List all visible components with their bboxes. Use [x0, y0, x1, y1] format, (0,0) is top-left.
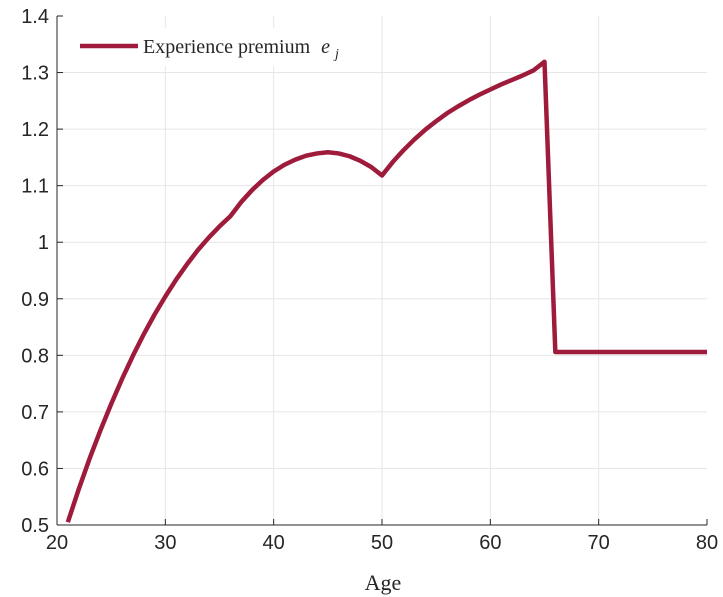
x-axis-label: Age [365, 570, 402, 595]
y-tick-label: 1.1 [21, 176, 49, 198]
x-tick-label: 40 [263, 532, 285, 554]
x-axis-ticks: 20 30 40 50 60 70 80 [46, 519, 718, 554]
x-tick-label: 20 [46, 532, 68, 554]
y-tick-label: 0.9 [21, 289, 49, 311]
x-tick-label: 70 [588, 532, 610, 554]
y-tick-label: 0.6 [21, 458, 49, 480]
grid [57, 16, 707, 525]
legend-series-name: Experience premium [143, 36, 311, 58]
legend-symbol: e [321, 36, 330, 58]
y-tick-label: 1.2 [21, 119, 49, 141]
x-tick-label: 60 [479, 532, 501, 554]
legend-label: Experience premium e j [143, 36, 339, 62]
y-tick-label: 1.4 [21, 6, 49, 28]
series-line [65, 59, 707, 523]
y-tick-label: 0.5 [21, 515, 49, 537]
x-tick-label: 50 [371, 532, 393, 554]
y-tick-label: 0.8 [21, 345, 49, 367]
y-axis-ticks: 0.5 0.6 0.7 0.8 0.9 1 1.1 1.2 1.3 1.4 [21, 6, 63, 537]
y-tick-label: 0.7 [21, 402, 49, 424]
x-tick-label: 30 [154, 532, 176, 554]
series-layer [65, 59, 707, 523]
y-tick-label: 1.3 [21, 63, 49, 85]
y-tick-label: 1 [38, 232, 49, 254]
legend: Experience premium e j [70, 28, 370, 66]
x-tick-label: 80 [696, 532, 718, 554]
legend-subscript: j [333, 47, 339, 62]
